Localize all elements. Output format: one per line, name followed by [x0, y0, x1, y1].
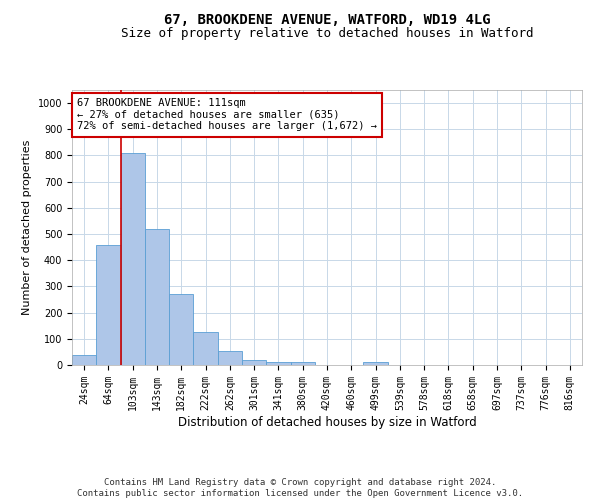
Bar: [121, 153, 145, 365]
Bar: [242, 360, 266, 365]
Bar: [169, 294, 193, 365]
Bar: [193, 332, 218, 365]
Bar: [290, 362, 315, 365]
Y-axis label: Number of detached properties: Number of detached properties: [22, 140, 32, 315]
Text: 67, BROOKDENE AVENUE, WATFORD, WD19 4LG: 67, BROOKDENE AVENUE, WATFORD, WD19 4LG: [164, 12, 490, 26]
Bar: [96, 244, 121, 365]
Text: 67 BROOKDENE AVENUE: 111sqm
← 27% of detached houses are smaller (635)
72% of se: 67 BROOKDENE AVENUE: 111sqm ← 27% of det…: [77, 98, 377, 132]
Text: Size of property relative to detached houses in Watford: Size of property relative to detached ho…: [121, 28, 533, 40]
Bar: [364, 362, 388, 365]
X-axis label: Distribution of detached houses by size in Watford: Distribution of detached houses by size …: [178, 416, 476, 428]
Bar: [145, 229, 169, 365]
Text: Contains HM Land Registry data © Crown copyright and database right 2024.
Contai: Contains HM Land Registry data © Crown c…: [77, 478, 523, 498]
Bar: [266, 362, 290, 365]
Bar: [72, 354, 96, 365]
Bar: [218, 350, 242, 365]
